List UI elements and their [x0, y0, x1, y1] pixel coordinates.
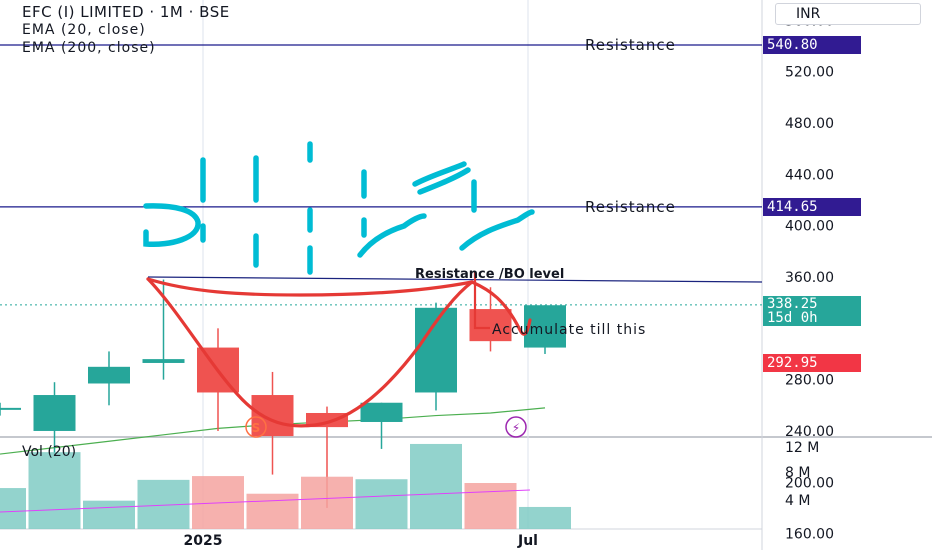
candle-body	[142, 359, 185, 363]
split-marker-icon	[245, 416, 267, 438]
currency-button[interactable]: INR	[775, 3, 921, 25]
volume-bar	[410, 443, 462, 529]
candle-body	[524, 305, 566, 348]
cyan-drawing-stroke-12	[357, 213, 427, 258]
candle-body	[469, 309, 512, 342]
volume-tick-label: 4 M	[785, 493, 810, 509]
resistance-label-1: Resistance	[585, 36, 676, 54]
price-label-414-65: 414.65	[763, 197, 861, 216]
indicator-ema200[interactable]: EMA (200, close)	[22, 40, 156, 56]
candle-body	[0, 407, 21, 410]
volume-bar	[301, 476, 353, 529]
time-axis-label: 2025	[184, 533, 223, 549]
accumulate-label: Accumulate till this	[492, 322, 646, 338]
volume-tick-label: 8 M	[785, 465, 810, 481]
price-label-540-80: 540.80	[763, 36, 861, 55]
cup-shape-drawing	[146, 277, 474, 428]
volume-bar	[464, 483, 517, 529]
price-tick-label: 280.00	[785, 373, 834, 389]
resistance-label-2: Resistance	[585, 198, 676, 216]
cyan-drawing-stroke-11	[412, 161, 467, 187]
price-tick-label: 360.00	[785, 270, 834, 286]
volume-ma-line	[0, 489, 531, 513]
volume-bar	[83, 500, 135, 529]
volume-tick-label: 12 M	[785, 440, 819, 456]
cyan-drawing-stroke-10	[143, 203, 201, 248]
price-tick-label: 240.00	[785, 424, 834, 440]
handle-marker-drawing	[473, 272, 490, 330]
bo-level-line	[147, 276, 763, 283]
volume-bar	[28, 452, 81, 529]
price-label-292-95: 292.95	[763, 354, 861, 373]
price-tick-label: 440.00	[785, 167, 834, 183]
price-tick-label: 400.00	[785, 219, 834, 235]
time-axis-label: Jul	[517, 533, 538, 549]
bo-level-label: Resistance /BO level	[415, 267, 564, 282]
indicator-ema20[interactable]: EMA (20, close)	[22, 22, 146, 38]
price-tick-label: 200.00	[785, 475, 834, 491]
event-marker-icon	[505, 416, 527, 438]
cup-rim-drawing	[146, 277, 532, 336]
volume-bar	[519, 506, 571, 529]
chart-legend: EFC (I) LIMITED · 1M · BSE EMA (20, clos…	[22, 3, 230, 57]
price-label-338-25: 338.25 15d 0h	[763, 295, 861, 326]
volume-title: Vol (20)	[22, 444, 76, 460]
price-label-value: 338.25	[767, 295, 818, 312]
price-tick-label: 520.00	[785, 65, 834, 81]
candle-body	[33, 395, 76, 431]
split-marker-letter: S	[252, 421, 261, 435]
event-marker-glyph: ⚡	[512, 421, 520, 435]
volume-bar	[246, 493, 299, 529]
volume-bar	[0, 488, 26, 529]
bar-countdown: 15d 0h	[767, 309, 818, 326]
cyan-drawing-stroke-13	[417, 167, 471, 195]
price-tick-label: 160.00	[785, 527, 834, 543]
cyan-drawing-stroke-14	[459, 209, 535, 251]
candle-body	[88, 366, 130, 384]
symbol-title[interactable]: EFC (I) LIMITED · 1M · BSE	[22, 3, 230, 21]
volume-bar	[355, 479, 408, 529]
candle-body	[251, 395, 294, 437]
price-tick-label: 480.00	[785, 116, 834, 132]
candle-body	[360, 402, 403, 422]
